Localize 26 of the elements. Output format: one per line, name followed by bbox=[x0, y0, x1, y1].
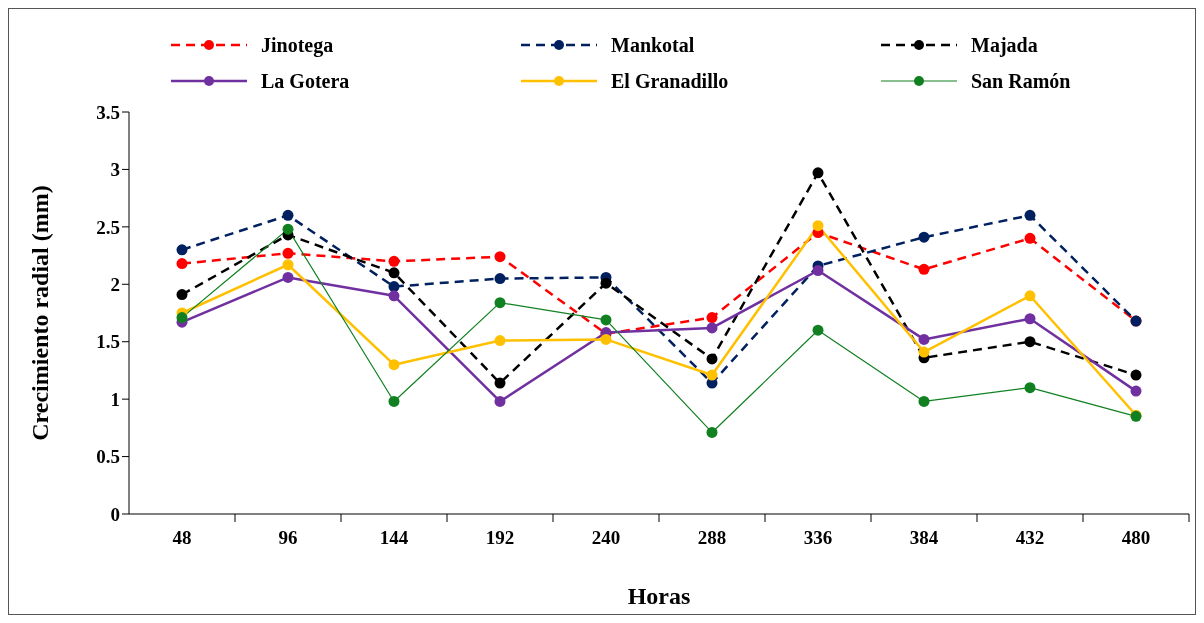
y-tick-label: 0 bbox=[110, 503, 120, 525]
x-tick-label: 384 bbox=[909, 527, 939, 548]
x-tick-label: 288 bbox=[697, 527, 727, 548]
legend-label: Mankotal bbox=[611, 33, 695, 57]
x-tick-label: 480 bbox=[1121, 527, 1151, 548]
y-tick-label: 3 bbox=[110, 159, 120, 181]
y-axis-title: Crecimiento radial (mm) bbox=[26, 185, 53, 441]
legend-label: San Ramón bbox=[971, 69, 1071, 93]
legend-label: Jinotega bbox=[261, 33, 334, 57]
x-tick-label: 192 bbox=[485, 527, 515, 548]
x-tick-label: 48 bbox=[172, 527, 192, 548]
y-tick-label: 0.5 bbox=[96, 446, 120, 468]
y-tick-label: 1 bbox=[110, 388, 120, 410]
x-tick-label: 336 bbox=[803, 527, 833, 548]
y-tick-label: 1.5 bbox=[96, 331, 120, 353]
x-tick-label: 144 bbox=[379, 527, 409, 548]
legend-label: La Gotera bbox=[261, 69, 350, 93]
y-tick-label: 2 bbox=[110, 274, 120, 296]
x-tick-label: 240 bbox=[591, 527, 621, 548]
legend-label: El Granadillo bbox=[611, 69, 729, 93]
x-axis-title: Horas bbox=[627, 583, 691, 609]
x-tick-label: 96 bbox=[278, 527, 298, 548]
y-tick-label: 3.5 bbox=[96, 101, 120, 123]
legend-label: Majada bbox=[971, 33, 1038, 57]
y-tick-label: 2.5 bbox=[96, 216, 120, 238]
x-tick-label: 432 bbox=[1015, 527, 1045, 548]
